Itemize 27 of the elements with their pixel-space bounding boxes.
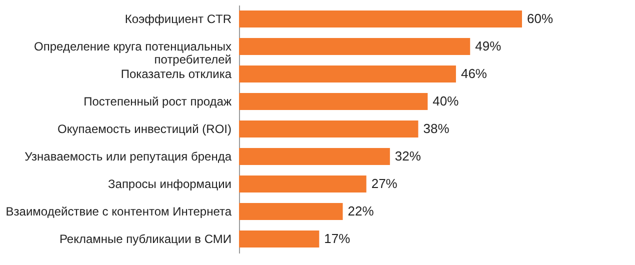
data-label: 60% [527, 11, 554, 26]
data-label: 22% [348, 203, 374, 218]
bar [239, 120, 418, 138]
y-tick-label: Взаимодействие с контентом Интернета [6, 204, 232, 218]
y-tick-label: Рекламные публикации в СМИ [59, 232, 232, 246]
y-tick-label: Узнаваемость или репутация бренда [24, 149, 232, 164]
data-label: 49% [475, 38, 502, 54]
bar [239, 38, 470, 56]
y-tick-label: Коэффициент CTR [124, 12, 232, 26]
data-label: 38% [423, 121, 450, 136]
data-label: 40% [432, 94, 460, 109]
bar [239, 10, 522, 28]
y-tick-label: Показатель отклика [120, 67, 232, 82]
y-tick-label: Окупаемость инвестиций (ROI) [58, 122, 232, 136]
bar [239, 92, 428, 110]
data-label: 27% [371, 176, 398, 191]
y-tick-label: Постепенный рост продаж [84, 94, 232, 109]
data-label: 46% [460, 66, 488, 82]
y-tick-label: Запросы информации [108, 176, 232, 191]
bar [239, 65, 456, 83]
bar [239, 230, 320, 248]
data-label: 17% [324, 230, 351, 246]
bar [239, 202, 343, 220]
bar [239, 148, 390, 166]
y-tick-label: Определение круга потенциальных потребителей [34, 40, 232, 67]
data-label: 32% [394, 148, 422, 164]
bar [239, 175, 366, 193]
